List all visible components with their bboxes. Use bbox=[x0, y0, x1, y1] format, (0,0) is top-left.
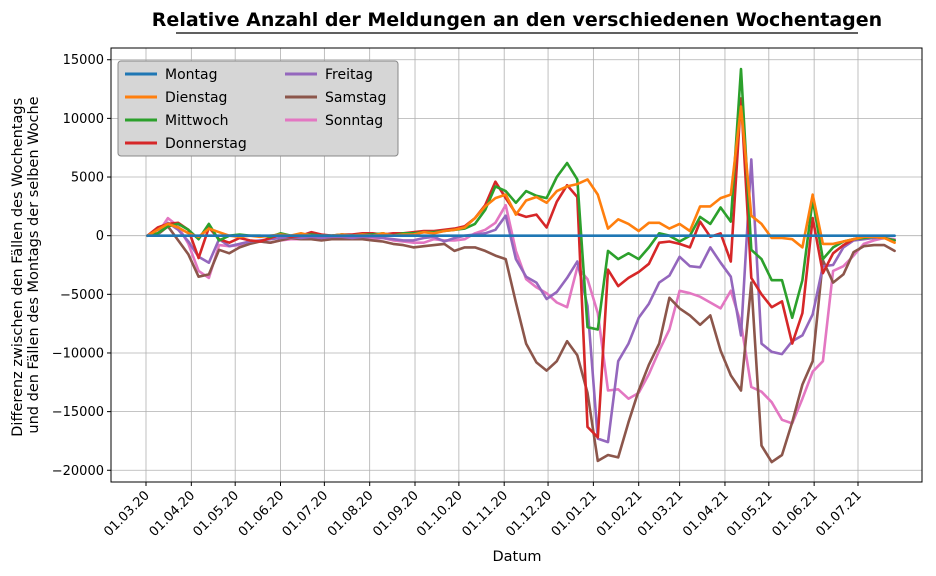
series-lines bbox=[146, 67, 896, 464]
x-tick-label: 01.06.21 bbox=[769, 488, 821, 540]
x-tick-label: 01.05.20 bbox=[190, 488, 242, 540]
x-tick-label: 01.07.20 bbox=[280, 488, 332, 540]
legend-label: Mittwoch bbox=[165, 113, 229, 129]
legend: Montag Dienstag Mittwoch Donnerstag Freitag S… bbox=[117, 60, 399, 157]
x-tick-label: 01.07.21 bbox=[813, 488, 865, 540]
legend-label: Dienstag bbox=[165, 90, 227, 106]
y-tick-label: −20000 bbox=[52, 464, 104, 479]
x-tick-label: 01.08.20 bbox=[325, 488, 377, 540]
x-tick-label: 01.05.21 bbox=[724, 488, 776, 540]
x-tick-label: 01.03.20 bbox=[101, 488, 153, 540]
legend-box bbox=[117, 60, 399, 157]
series-line-freitag bbox=[146, 158, 896, 444]
chart-title: Relative Anzahl der Meldungen an den ver… bbox=[152, 9, 882, 31]
y-tick-label: −15000 bbox=[52, 405, 104, 420]
legend-label: Samstag bbox=[325, 90, 386, 106]
x-tick-label: 01.10.20 bbox=[414, 488, 466, 540]
y-tick-label: 0 bbox=[96, 229, 104, 244]
series-line-samstag bbox=[146, 225, 896, 464]
y-tick-label: −5000 bbox=[60, 288, 104, 303]
y-tick-label: 5000 bbox=[71, 171, 104, 186]
x-tick-label: 01.11.20 bbox=[459, 488, 511, 540]
y-axis-label: Differenz zwischen den Fällen des Wochen… bbox=[10, 93, 42, 436]
legend-label: Donnerstag bbox=[165, 136, 247, 152]
legend-label: Montag bbox=[165, 67, 217, 83]
x-tick-label: 01.01.21 bbox=[549, 488, 601, 540]
x-tick-label: 01.04.20 bbox=[147, 488, 199, 540]
plot-frame bbox=[110, 47, 923, 483]
y-tick-label: −10000 bbox=[52, 346, 104, 361]
x-tick-label: 01.09.20 bbox=[370, 488, 422, 540]
y-axis-label-line-2: und den Fällen des Montags der selben Wo… bbox=[26, 96, 42, 433]
x-tick-label: 01.04.21 bbox=[680, 488, 732, 540]
y-axis-ticks: 15000 10000 5000 0 −5000 −10000 −15000 −20000 bbox=[52, 53, 111, 479]
x-tick-label: 01.06.20 bbox=[236, 488, 288, 540]
y-tick-label: 15000 bbox=[63, 53, 104, 68]
x-tick-label: 01.12.20 bbox=[503, 488, 555, 540]
x-axis-ticks: 01.03.2001.04.2001.05.2001.06.2001.07.20… bbox=[101, 482, 865, 540]
y-tick-label: 10000 bbox=[63, 112, 104, 127]
legend-label: Sonntag bbox=[325, 113, 383, 129]
y-axis-label-line-1: Differenz zwischen den Fällen des Wochen… bbox=[10, 98, 26, 437]
legend-label: Freitag bbox=[325, 67, 373, 83]
x-axis-label: Datum bbox=[492, 549, 541, 565]
